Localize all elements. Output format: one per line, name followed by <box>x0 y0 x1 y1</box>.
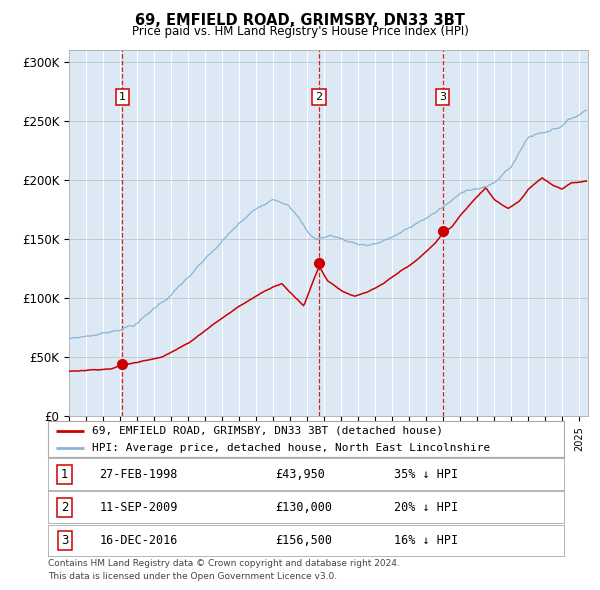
Text: Price paid vs. HM Land Registry's House Price Index (HPI): Price paid vs. HM Land Registry's House … <box>131 25 469 38</box>
Text: 11-SEP-2009: 11-SEP-2009 <box>100 501 178 514</box>
Text: 27-FEB-1998: 27-FEB-1998 <box>100 468 178 481</box>
Text: 1: 1 <box>61 468 68 481</box>
Text: 20% ↓ HPI: 20% ↓ HPI <box>394 501 458 514</box>
Text: Contains HM Land Registry data © Crown copyright and database right 2024.: Contains HM Land Registry data © Crown c… <box>48 559 400 568</box>
Text: 69, EMFIELD ROAD, GRIMSBY, DN33 3BT: 69, EMFIELD ROAD, GRIMSBY, DN33 3BT <box>135 13 465 28</box>
Text: 2: 2 <box>316 93 323 102</box>
Text: 2: 2 <box>61 501 68 514</box>
Text: HPI: Average price, detached house, North East Lincolnshire: HPI: Average price, detached house, Nort… <box>92 443 490 453</box>
Text: 16-DEC-2016: 16-DEC-2016 <box>100 534 178 547</box>
Text: This data is licensed under the Open Government Licence v3.0.: This data is licensed under the Open Gov… <box>48 572 337 581</box>
Text: 1: 1 <box>119 93 126 102</box>
Text: £43,950: £43,950 <box>275 468 325 481</box>
Text: 16% ↓ HPI: 16% ↓ HPI <box>394 534 458 547</box>
Text: £156,500: £156,500 <box>275 534 332 547</box>
Text: 3: 3 <box>61 534 68 547</box>
Text: 69, EMFIELD ROAD, GRIMSBY, DN33 3BT (detached house): 69, EMFIELD ROAD, GRIMSBY, DN33 3BT (det… <box>92 425 443 435</box>
Text: £130,000: £130,000 <box>275 501 332 514</box>
Text: 35% ↓ HPI: 35% ↓ HPI <box>394 468 458 481</box>
Text: 3: 3 <box>439 93 446 102</box>
